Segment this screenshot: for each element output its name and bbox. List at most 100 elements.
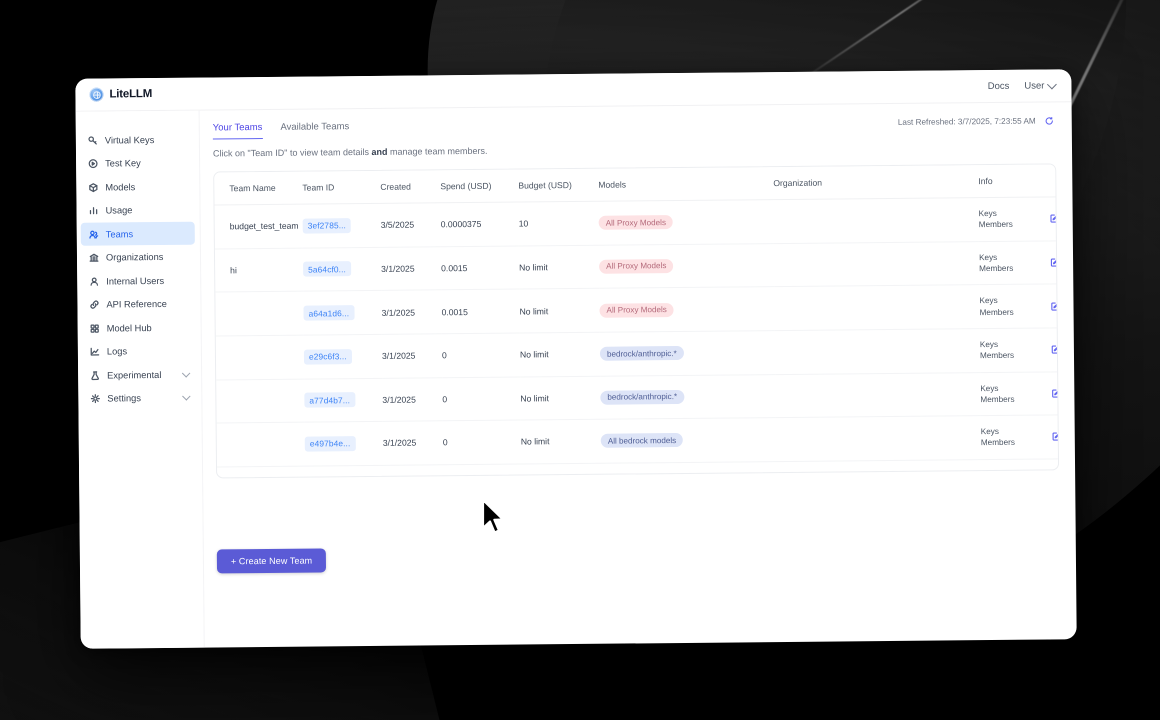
model-badge: All bedrock models (600, 433, 684, 449)
cell-organization (774, 328, 981, 375)
team-id-link[interactable]: a77d4b7... (304, 392, 356, 408)
table-row: e497b4e... 3/1/2025 0 No limit All bedrock m… (216, 414, 1060, 467)
th-models: Models (598, 167, 774, 202)
cell-budget: No limit (519, 288, 600, 333)
cell-organization (775, 459, 982, 479)
cell-budget: No limit (520, 375, 601, 421)
table-hint: Click on "Team ID" to view team details … (212, 140, 1056, 159)
cell-spend: 0 (442, 376, 521, 421)
cell-team-name (215, 334, 305, 380)
sidebar-item-usage[interactable]: Usage (80, 198, 194, 222)
docs-link[interactable]: Docs (987, 80, 1010, 92)
chevron-down-icon (181, 368, 191, 378)
sidebar-label: Virtual Keys (104, 134, 155, 146)
info-members: Members (980, 438, 1015, 448)
team-id-link[interactable]: 5a64cf0... (303, 261, 351, 278)
app-topbar: LiteLLM Docs User (75, 69, 1072, 112)
sidebar-item-experimental[interactable]: Experimental (82, 363, 196, 387)
link-icon (88, 299, 99, 310)
team-id-link[interactable]: e497b4e... (304, 436, 356, 452)
cell-created: 3/1/2025 (382, 377, 443, 422)
cell-organization (774, 284, 980, 331)
model-badge: bedrock/anthropic.* (600, 389, 685, 405)
play-circle-icon (87, 158, 98, 169)
model-badge: bedrock/anthropic.* (599, 346, 684, 361)
th-actions (1048, 163, 1060, 197)
user-menu[interactable]: User (1024, 79, 1057, 91)
sidebar-label: Organizations (105, 251, 164, 263)
cell-budget: No limit (519, 332, 601, 377)
edit-square-icon[interactable] (1049, 257, 1059, 268)
info-keys: Keys (978, 208, 997, 219)
edit-square-icon[interactable] (1051, 475, 1060, 479)
sidebar-item-logs[interactable]: Logs (82, 339, 196, 363)
cell-spend: 0.0015 (443, 463, 522, 479)
cell-created: 3/1/2025 (382, 420, 444, 466)
tabs-row: Your Teams Available Teams Last Refreshe… (212, 114, 1056, 140)
info-keys: Keys (981, 470, 1000, 479)
sidebar-item-settings[interactable]: Settings (82, 386, 196, 410)
cell-budget: No limit (521, 463, 602, 479)
model-badge: All Proxy Models (598, 215, 674, 231)
sidebar-label: Logs (106, 346, 128, 357)
litellm-globe-icon (89, 87, 104, 102)
main-content: Your Teams Available Teams Last Refreshe… (200, 102, 1077, 647)
sidebar-item-model-hub[interactable]: Model Hub (82, 316, 196, 340)
user-icon (88, 276, 99, 287)
row-actions (1051, 431, 1060, 443)
tab-your-teams[interactable]: Your Teams (212, 121, 263, 140)
th-info: Info (978, 164, 1049, 198)
bar-chart-icon (88, 205, 99, 216)
table-body: budget_test_team 3ef2785... 3/5/2025 0.0000… (214, 196, 1060, 479)
th-created: Created (380, 170, 441, 204)
sidebar-label: Teams (105, 228, 134, 240)
sidebar-item-teams[interactable]: Teams (80, 221, 195, 246)
chevron-down-icon (182, 392, 191, 401)
teams-table-card: Team Name Team ID Created Spend (USD) Bu… (213, 163, 1060, 479)
cell-spend: 0.0000375 (440, 202, 519, 247)
cell-team-name (217, 465, 306, 479)
sidebar-label: Model Hub (106, 322, 152, 334)
sidebar-item-virtual-keys[interactable]: Virtual Keys (80, 128, 194, 152)
sidebar-item-organizations[interactable]: Organizations (81, 245, 195, 269)
cell-budget: No limit (520, 419, 601, 464)
tab-available-teams[interactable]: Available Teams (280, 121, 350, 133)
th-organization: Organization (773, 165, 979, 200)
refresh-icon[interactable] (1043, 114, 1056, 127)
tab-list: Your Teams Available Teams (212, 121, 350, 140)
sidebar-item-test-key[interactable]: Test Key (80, 151, 194, 175)
edit-square-icon[interactable] (1051, 431, 1060, 442)
cell-team-name (215, 291, 304, 336)
app-body: Virtual Keys Test Key Models Usage Teams… (75, 102, 1077, 649)
sidebar-label: Models (105, 181, 136, 193)
team-id-link[interactable]: 3ef2785... (302, 217, 352, 234)
users-icon (88, 229, 99, 240)
model-badge: gpt-4 (601, 477, 634, 479)
sidebar-label: Internal Users (106, 275, 165, 287)
edit-square-icon[interactable] (1049, 300, 1059, 311)
topbar-right: Docs User (987, 79, 1057, 92)
hint-pre: Click on "Team ID" to view team details (212, 146, 372, 159)
cell-created: 3/1/2025 (380, 246, 442, 291)
create-new-team-button[interactable]: + Create New Team (216, 548, 327, 574)
th-spend: Spend (USD) (440, 169, 519, 203)
info-members: Members (979, 263, 1014, 274)
sidebar-item-models[interactable]: Models (80, 175, 194, 199)
brand: LiteLLM (89, 87, 152, 102)
row-actions (1050, 344, 1060, 356)
cell-team-name (216, 422, 306, 467)
edit-square-icon[interactable] (1049, 213, 1059, 224)
team-id-link[interactable]: e29c6f3... (303, 348, 352, 365)
th-team-name: Team Name (214, 171, 303, 205)
sidebar-item-api-reference[interactable]: API Reference (81, 292, 195, 316)
edit-square-icon[interactable] (1050, 388, 1060, 399)
team-id-link[interactable]: a64a1d6... (303, 305, 355, 321)
cell-team-name (216, 378, 305, 424)
edit-square-icon[interactable] (1050, 344, 1060, 355)
hint-post: manage team members. (387, 145, 488, 157)
sidebar-item-internal-users[interactable]: Internal Users (81, 269, 195, 293)
cell-team-name: hi (214, 247, 304, 293)
cell-spend: 0.0015 (440, 245, 520, 291)
